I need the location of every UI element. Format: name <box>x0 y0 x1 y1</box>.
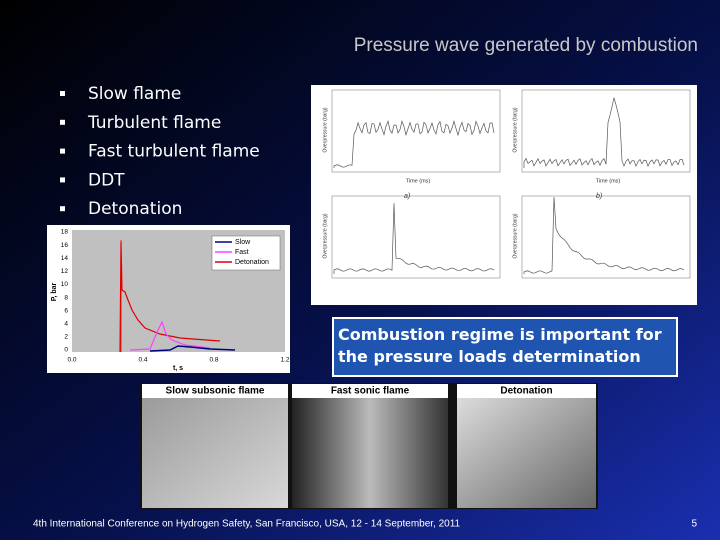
bullet-text: Fast turbulent flame <box>88 142 260 162</box>
bullet-text: Turbulent flame <box>87 113 221 133</box>
y-tick-label: 18 <box>61 229 69 236</box>
legend-label: Detonation <box>235 259 269 266</box>
y-axis-label: P, bar <box>51 282 58 301</box>
legend-label: Fast <box>235 249 249 256</box>
y-tick-label: 14 <box>61 255 69 262</box>
bullet-text: DDT <box>88 170 125 190</box>
photo-label-band <box>142 384 288 398</box>
y-tick-label: 2 <box>64 334 68 341</box>
callout-box <box>332 317 678 377</box>
panel-frame <box>331 89 501 173</box>
y-tick-label: 6 <box>64 307 68 314</box>
bullet-marker <box>60 119 65 125</box>
panel-y-label: Overpressure (barg) <box>512 213 518 258</box>
photo-label: Fast sonic flame <box>331 386 410 397</box>
photo <box>457 396 596 508</box>
panel-frame <box>521 89 691 173</box>
panel-trace <box>523 196 685 274</box>
fast-curve <box>129 320 211 351</box>
y-tick-label: 0 <box>64 347 68 354</box>
photo-label-band <box>457 384 596 398</box>
y-tick-label: 16 <box>61 242 69 249</box>
y-tick-label: 12 <box>61 268 69 275</box>
page-number: 5 <box>691 519 697 530</box>
callout-text: Combustion regime is important for the p… <box>338 325 662 366</box>
y-tick-label: 4 <box>64 320 68 327</box>
panel-image <box>311 85 697 305</box>
callout-wrap: Combustion regime is important for the p… <box>338 325 662 366</box>
y-tick-label: 8 <box>64 294 68 301</box>
bullet-text: Detonation <box>88 199 182 219</box>
panel-trace <box>333 119 495 168</box>
x-tick-label: 0.8 <box>209 357 218 364</box>
panel-y-label: Overpressure (barg) <box>322 213 328 258</box>
footer: 4th International Conference on Hydrogen… <box>33 519 461 530</box>
legend-entries: Slow Fast Detonation <box>215 239 269 266</box>
bullet-marker <box>60 177 65 183</box>
x-tick-label: 1.2 <box>280 357 289 364</box>
photo <box>292 396 448 508</box>
legend-label: Slow <box>235 239 251 246</box>
bullet-marker <box>60 148 65 154</box>
left-chart: 0 2 4 6 8 10 12 14 16 18 0.0 0.4 0.8 1.2 P, bar t, s <box>51 229 290 372</box>
panel-frame <box>331 195 501 279</box>
panel-x-label: Time (ms) <box>596 178 621 184</box>
x-axis-label: t, s <box>173 365 183 372</box>
photo-label: Slow subsonic flame <box>166 386 265 397</box>
x-tick-label: 0.4 <box>138 357 147 364</box>
bullet-marker <box>60 206 65 212</box>
panel-tag: b) <box>596 193 602 200</box>
bullet-list: Slow flame Turbulent flame Fast turbulent … <box>60 84 260 219</box>
panel-frame <box>521 195 691 279</box>
photo-label: Detonation <box>500 386 552 397</box>
panel-tag: a) <box>404 193 410 200</box>
slow-curve <box>149 345 236 352</box>
bullet-text: Slow flame <box>88 84 181 104</box>
photo <box>142 396 288 508</box>
panel-y-label: Overpressure (barg) <box>322 107 328 152</box>
panel-y-label: Overpressure (barg) <box>512 107 518 152</box>
y-tick-label: 10 <box>61 281 69 288</box>
panels: Time (ms) Overpressure (barg) Time (ms) Ove… <box>322 89 691 279</box>
bullet-marker <box>60 91 65 96</box>
photos: Slow subsonic flame Fast sonic flame Deton… <box>142 384 596 508</box>
photo-label-band <box>292 384 448 398</box>
panel-trace <box>523 97 685 168</box>
x-tick-label: 0.0 <box>67 357 76 364</box>
panel-x-label: Time (ms) <box>406 178 431 184</box>
slide-title: Pressure wave generated by combustion <box>354 35 698 56</box>
panel-trace <box>333 203 495 274</box>
